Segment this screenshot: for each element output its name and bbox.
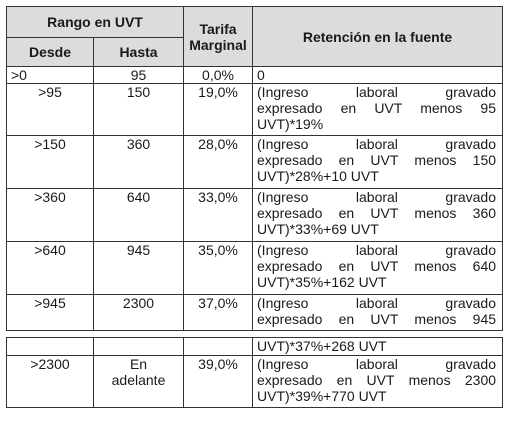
retencion-line: (Ingreso laboral gravado (257, 242, 497, 258)
cell-desde: >0 (6, 66, 94, 84)
cell-desde: >360 (6, 188, 94, 242)
cell-tarifa: 28,0% (183, 135, 254, 189)
withholding-table: Rango en UVT Tarifa Marginal Retención e… (5, 6, 504, 408)
cell-retencion: (Ingreso laboral gravado expresado en UV… (252, 83, 504, 136)
cell-hasta: 360 (92, 135, 185, 189)
continuation-text: UVT)*37%+268 UVT (252, 337, 504, 356)
header-tarifa: Tarifa Marginal (183, 6, 254, 67)
table-row: >95 150 19,0% (Ingreso laboral gravado e… (6, 83, 504, 136)
cell-retencion: (Ingreso laboral gravado expresado en UV… (252, 294, 504, 331)
retencion-line: (Ingreso laboral gravado (257, 84, 497, 100)
header-rango: Rango en UVT (5, 6, 185, 38)
withholding-table-container: Rango en UVT Tarifa Marginal Retención e… (5, 6, 504, 408)
retencion-line: UVT)*35%+162 UVT (257, 274, 387, 290)
cell-tarifa: 19,0% (183, 83, 254, 136)
cell-empty (183, 337, 254, 356)
retencion-line: expresado en UVT menos 150 (257, 152, 497, 168)
cell-hasta: 640 (92, 188, 185, 242)
header-row-top: Rango en UVT Tarifa Marginal Retención e… (5, 6, 504, 67)
cell-retencion: (Ingreso laboral gravado expresado en UV… (252, 135, 504, 189)
retencion-line: (Ingreso laboral gravado (257, 356, 497, 372)
retencion-line: expresado en UVT menos 95 (257, 100, 497, 116)
retencion-line: (Ingreso laboral gravado (257, 295, 497, 311)
cell-desde: >2300 (6, 355, 94, 408)
table-row: >640 945 35,0% (Ingreso laboral gravado … (6, 241, 504, 295)
retencion-line: UVT)*28%+10 UVT (257, 168, 379, 184)
cell-hasta: 150 (92, 83, 185, 136)
retencion-line: UVT)*33%+69 UVT (257, 221, 379, 237)
cell-hasta: 95 (92, 66, 185, 84)
header-row-sub: Desde Hasta (6, 37, 503, 67)
table-gap-cell (6, 330, 503, 338)
continuation-row: UVT)*37%+268 UVT (6, 337, 504, 356)
retencion-line: expresado en UVT menos 360 (257, 205, 497, 221)
cell-desde: >150 (6, 135, 94, 189)
cell-desde: >95 (6, 83, 94, 136)
cell-hasta: 945 (92, 241, 185, 295)
cell-empty (6, 337, 94, 356)
retencion-line: expresado en UVT menos 945 (257, 311, 497, 327)
table-row: >0 95 0,0% 0 (6, 66, 504, 84)
cell-hasta: En adelante (92, 355, 185, 408)
cell-tarifa: 0,0% (183, 66, 254, 84)
retencion-line: expresado en UVT menos 2300 (257, 372, 497, 388)
cell-tarifa: 37,0% (183, 294, 254, 331)
table-row: >360 640 33,0% (Ingreso laboral gravado … (6, 188, 504, 242)
table-row: >2300 En adelante 39,0% (Ingreso laboral… (6, 355, 504, 408)
retencion-line: 0 (257, 67, 265, 83)
cell-retencion: (Ingreso laboral gravado expresado en UV… (252, 188, 504, 242)
cell-retencion: (Ingreso laboral gravado expresado en UV… (252, 241, 504, 295)
cell-desde: >640 (6, 241, 94, 295)
table-row: >945 2300 37,0% (Ingreso laboral gravado… (6, 294, 504, 331)
cell-empty (92, 337, 185, 356)
cell-tarifa: 35,0% (183, 241, 254, 295)
cell-tarifa: 39,0% (183, 355, 254, 408)
header-desde: Desde (6, 37, 94, 67)
header-retencion: Retención en la fuente (252, 6, 504, 67)
retencion-line: (Ingreso laboral gravado (257, 189, 497, 205)
header-hasta: Hasta (92, 37, 185, 67)
cell-retencion: 0 (252, 66, 504, 84)
retencion-line: UVT)*19% (257, 116, 324, 132)
cell-retencion: (Ingreso laboral gravado expresado en UV… (252, 355, 504, 408)
table-gap (6, 330, 503, 338)
retencion-line: (Ingreso laboral gravado (257, 136, 497, 152)
cell-desde: >945 (6, 294, 94, 331)
cell-hasta: 2300 (92, 294, 185, 331)
retencion-line: expresado en UVT menos 640 (257, 258, 497, 274)
table-row: >150 360 28,0% (Ingreso laboral gravado … (6, 135, 504, 189)
retencion-line: UVT)*39%+770 UVT (257, 388, 387, 404)
cell-tarifa: 33,0% (183, 188, 254, 242)
